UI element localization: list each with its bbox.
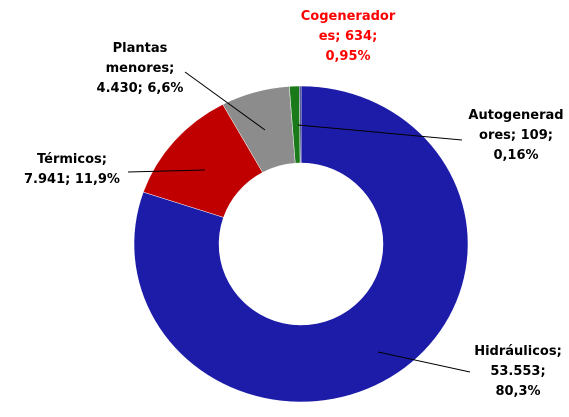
leader-line xyxy=(297,124,463,141)
data-label: Cogenerador xyxy=(301,9,396,24)
data-label: 53.553; xyxy=(490,364,545,379)
leader-line xyxy=(184,71,266,131)
data-label: 0,95% xyxy=(325,49,370,64)
data-label: 0,16% xyxy=(493,148,538,163)
data-label: 7.941; 11,9% xyxy=(24,172,120,187)
data-label: Plantas xyxy=(113,41,168,56)
data-label: 4.430; 6,6% xyxy=(97,81,184,96)
data-label: es; 634; xyxy=(319,29,378,44)
data-label: menores; xyxy=(106,61,175,76)
slice xyxy=(133,85,469,403)
data-label: 80,3% xyxy=(495,384,540,399)
data-label: Térmicos; xyxy=(37,152,107,167)
slice xyxy=(299,85,302,164)
data-label: ores; 109; xyxy=(479,128,553,143)
data-label: Hidráulicos; xyxy=(474,344,562,359)
data-label: Autogenerad xyxy=(468,108,563,123)
leader-line xyxy=(127,169,206,173)
leader-line xyxy=(377,351,471,373)
